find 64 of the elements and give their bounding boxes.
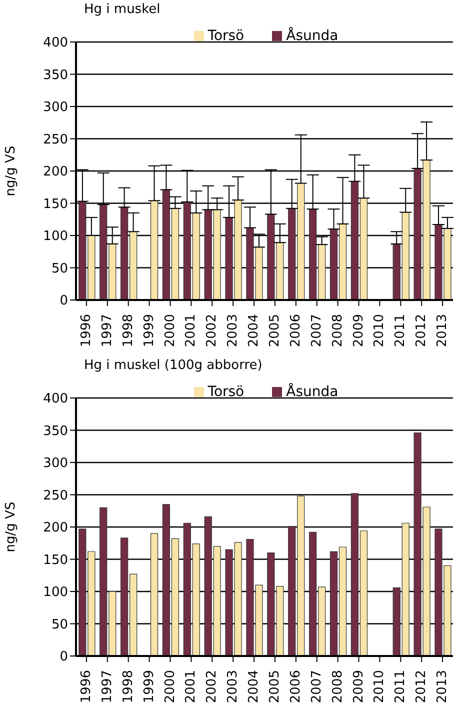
x-tick-label: 1996 [78, 314, 94, 348]
x-tick-label: 2000 [162, 670, 178, 704]
x-tick-label: 2003 [226, 670, 241, 704]
x-tick-label: 1997 [100, 314, 115, 348]
y-tick-label: 200 [43, 164, 68, 180]
x-tick-label: 1997 [100, 670, 115, 704]
x-tick-label: 2008 [330, 314, 346, 348]
x-tick-label: 2007 [309, 314, 324, 348]
x-tick-label: 2009 [351, 670, 366, 704]
x-tick-label: 2011 [393, 670, 408, 704]
chart-title: Hg i muskel (100g abborre) [84, 358, 262, 373]
y-tick-label: 300 [43, 456, 68, 472]
legend-label: Torsö [208, 384, 244, 400]
x-tick-label: 2003 [226, 314, 241, 348]
y-tick-label: 50 [51, 617, 68, 632]
x-tick-label: 2012 [414, 670, 430, 704]
y-axis-title: ng/g VS [4, 146, 19, 196]
legend-label: Torsö [208, 28, 244, 44]
x-tick-label: 2009 [351, 314, 366, 348]
y-tick-label: 250 [43, 132, 68, 148]
chart-title: Hg i muskel [84, 2, 160, 17]
x-tick-label: 2013 [435, 670, 450, 704]
x-tick-label: 2001 [184, 314, 199, 348]
x-tick-label: 2001 [184, 670, 199, 704]
y-tick-label: 0 [60, 294, 68, 309]
x-tick-label: 2005 [267, 314, 282, 348]
x-tick-label: 2013 [435, 314, 450, 348]
x-tick-label: 2008 [330, 670, 346, 704]
x-tick-label: 1999 [142, 314, 157, 348]
y-tick-label: 100 [43, 585, 68, 600]
y-tick-label: 300 [43, 100, 68, 116]
bar [150, 200, 158, 300]
x-tick-label: 2004 [246, 314, 262, 348]
y-tick-label: 150 [43, 552, 68, 568]
legend-label: Åsunda [286, 384, 338, 400]
x-tick-label: 2002 [204, 670, 220, 704]
y-tick-label: 0 [60, 650, 68, 665]
y-tick-label: 150 [43, 196, 68, 212]
x-tick-label: 2011 [393, 314, 408, 348]
y-tick-label: 200 [43, 520, 68, 536]
y-axis-title: ng/g VS [4, 502, 19, 552]
x-tick-label: 2012 [414, 314, 430, 348]
y-tick-label: 250 [43, 488, 68, 504]
y-tick-label: 400 [43, 392, 68, 407]
x-tick-label: 2006 [288, 314, 304, 348]
legend-label: Åsunda [286, 28, 338, 44]
x-tick-label: 2007 [309, 670, 324, 704]
x-tick-label: 1998 [120, 314, 136, 348]
x-tick-label: 2010 [372, 670, 388, 704]
x-tick-label: 1998 [120, 670, 136, 704]
y-tick-label: 400 [43, 36, 68, 51]
y-tick-label: 350 [43, 424, 68, 439]
x-tick-label: 2010 [372, 314, 388, 348]
x-tick-label: 1996 [78, 670, 94, 704]
x-tick-label: 2002 [204, 314, 220, 348]
x-tick-label: 2005 [267, 670, 282, 704]
y-tick-label: 50 [51, 261, 68, 276]
x-tick-label: 1999 [142, 670, 157, 704]
x-tick-label: 2000 [162, 314, 178, 348]
x-tick-label: 2006 [288, 670, 304, 704]
y-tick-label: 100 [43, 229, 68, 244]
bar [150, 533, 158, 656]
y-tick-label: 350 [43, 68, 68, 83]
x-tick-label: 2004 [246, 670, 262, 704]
